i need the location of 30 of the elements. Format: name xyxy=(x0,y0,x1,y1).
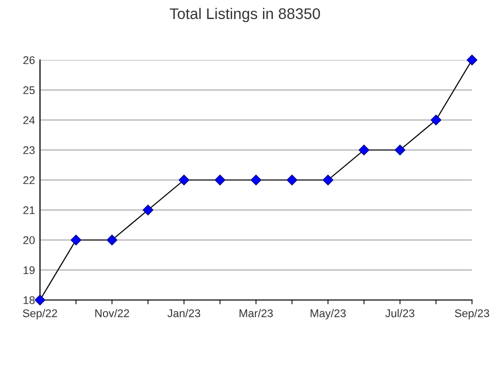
y-tick-label: 22 xyxy=(23,176,35,184)
point xyxy=(34,294,46,306)
y-tick-label: 26 xyxy=(23,56,35,64)
point xyxy=(70,234,82,246)
point xyxy=(142,204,154,216)
y-tick-label: 19 xyxy=(24,266,35,274)
y-tick-label: 25 xyxy=(23,86,35,94)
x-tick-label: Sep/22 xyxy=(22,309,58,320)
point xyxy=(250,174,262,186)
point xyxy=(214,174,226,186)
point xyxy=(430,114,442,126)
x-tick-label: Jan/23 xyxy=(167,309,200,318)
y-tick-label: 23 xyxy=(23,146,35,154)
point xyxy=(358,144,370,156)
point xyxy=(322,174,334,186)
point xyxy=(178,174,190,186)
y-tick-label: 24 xyxy=(23,116,35,124)
x-tick-label: Mar/23 xyxy=(240,309,273,318)
chart-title: Total Listings in 88350 xyxy=(170,8,320,22)
point xyxy=(106,234,118,246)
point xyxy=(286,174,298,186)
point xyxy=(466,54,478,66)
y-tick-label: 20 xyxy=(23,236,35,244)
x-tick-label: Nov/22 xyxy=(95,309,130,318)
x-tick-label: Jul/23 xyxy=(385,309,414,318)
y-tick-label: 21 xyxy=(23,206,35,214)
x-tick-label: Sep/23 xyxy=(454,309,490,320)
point xyxy=(394,144,406,156)
y-tick-label: 18 xyxy=(24,296,35,304)
x-tick-label: May/23 xyxy=(310,309,346,320)
